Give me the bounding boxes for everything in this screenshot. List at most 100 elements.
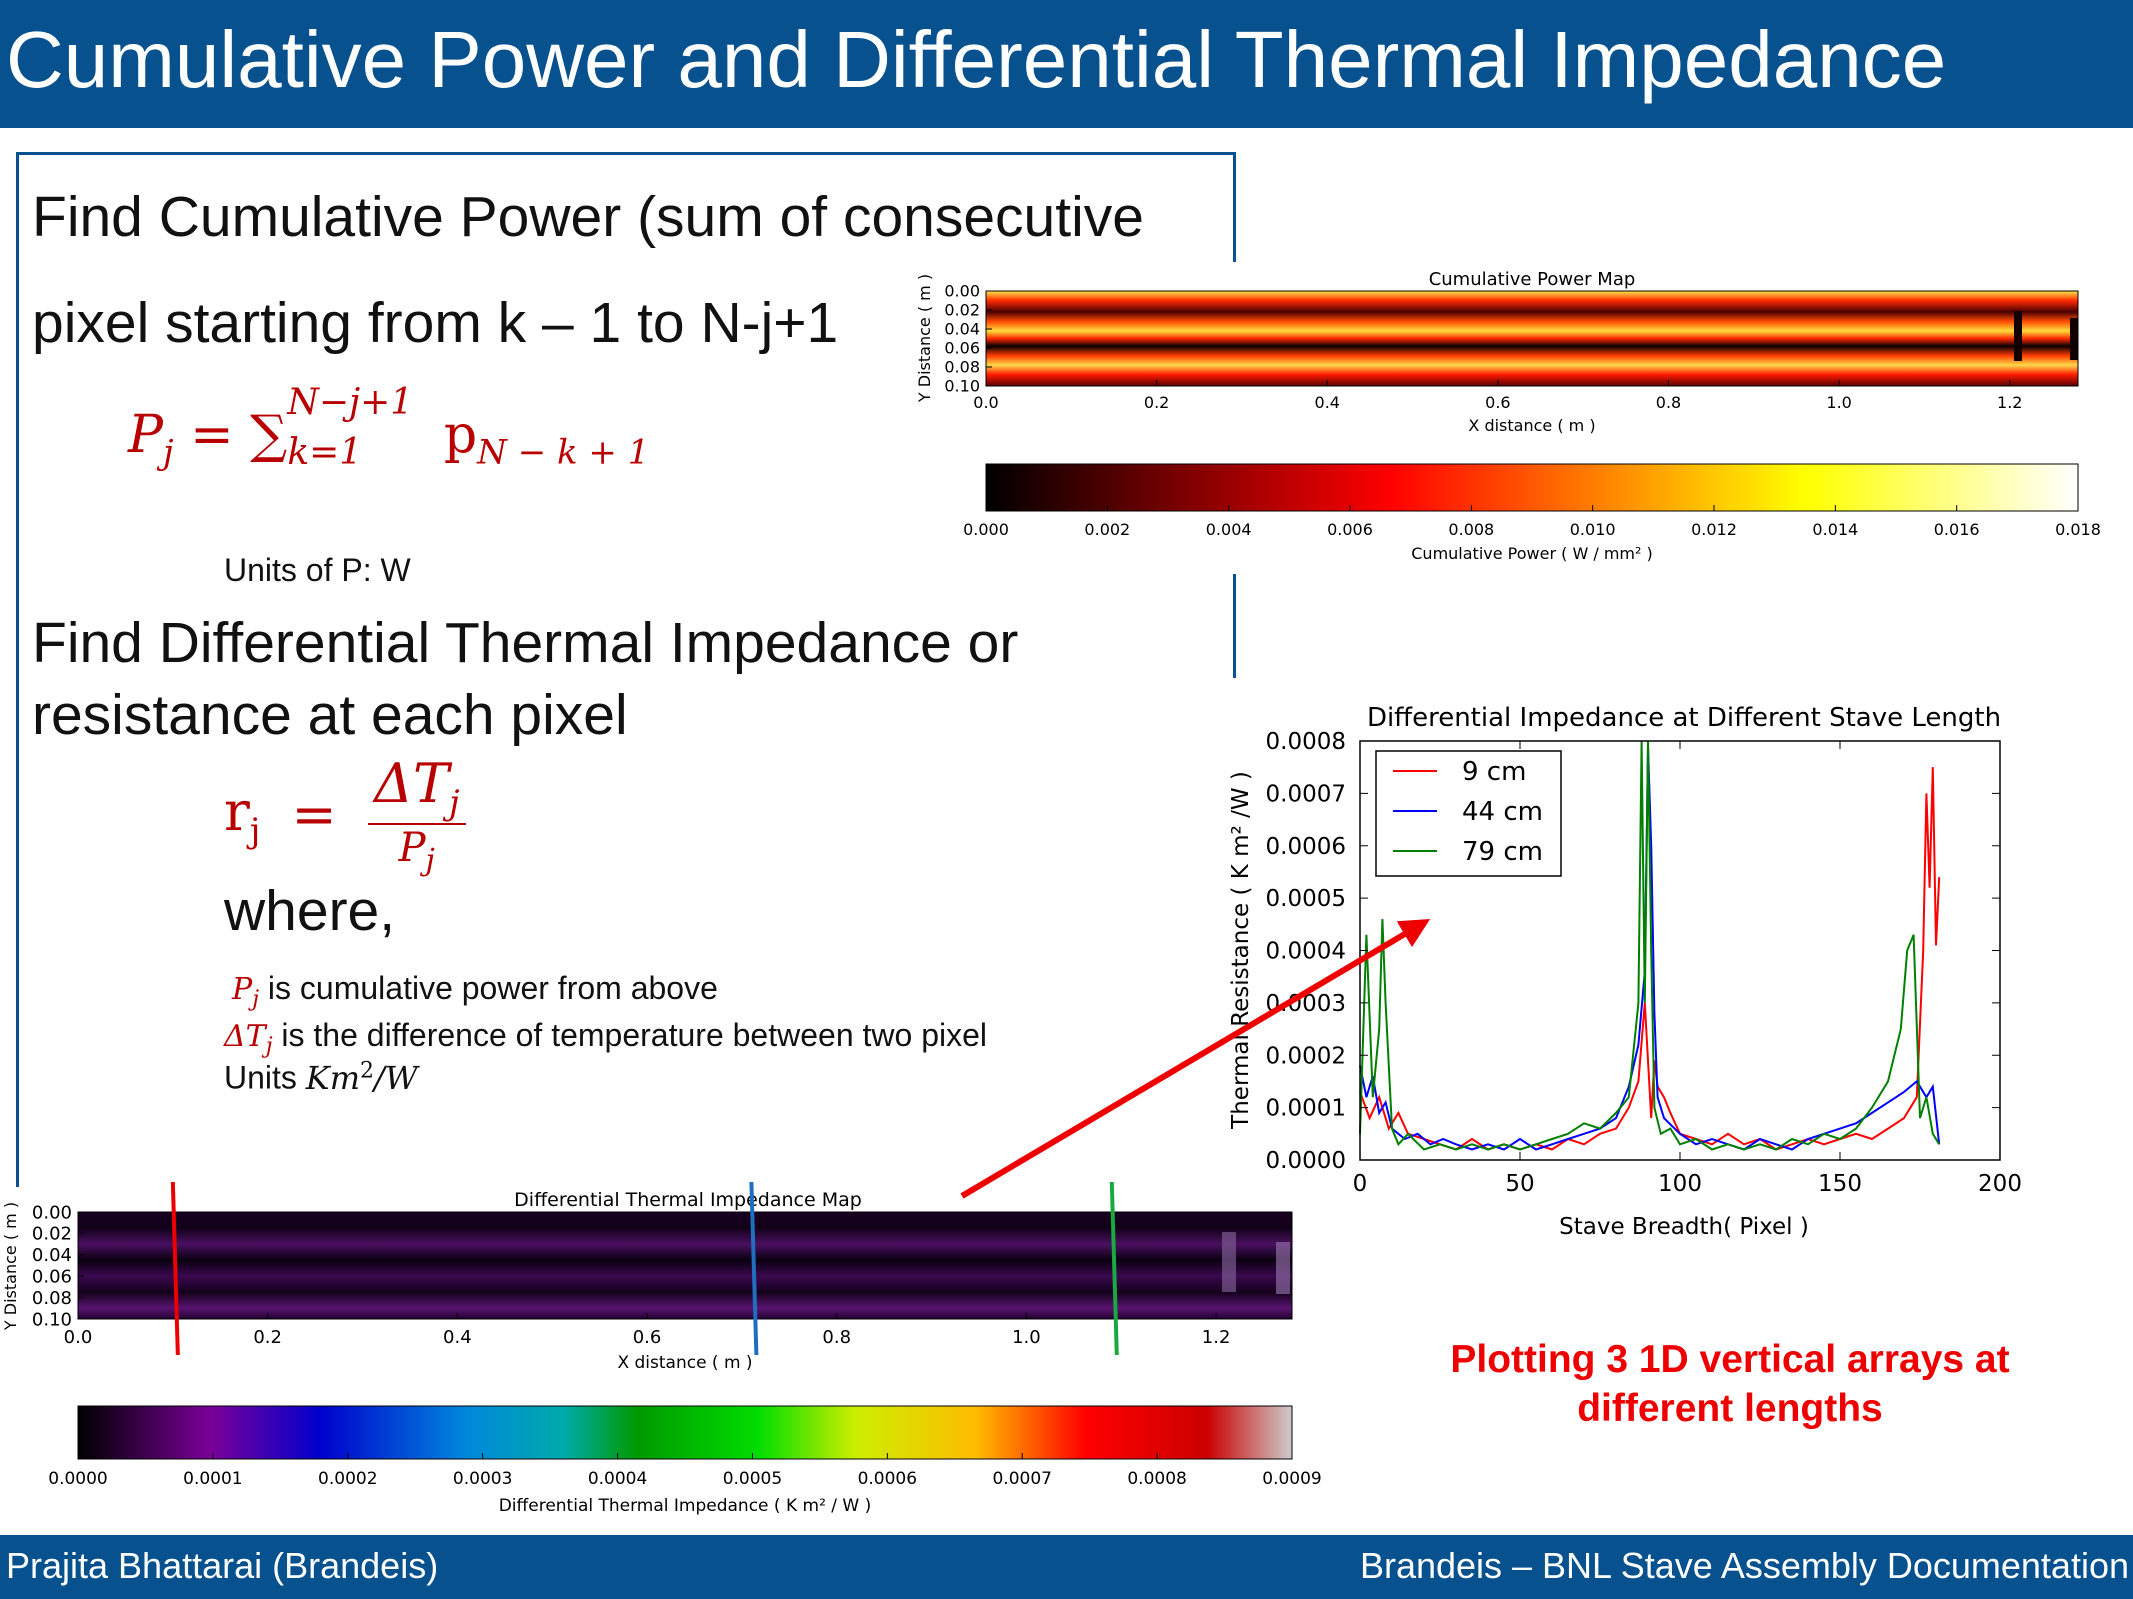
impedance-line-ytick-label: 0.0005 xyxy=(1266,886,1346,912)
cumulative-power-xtick-label: 0.6 xyxy=(1485,393,1510,412)
impedance-map-marker-line-1 xyxy=(170,1181,180,1356)
impedance-map-noise-band-2 xyxy=(1276,1242,1290,1294)
impedance-line-ytick-label: 0.0008 xyxy=(1266,729,1346,755)
impedance-line-legend-label-3: 79 cm xyxy=(1462,837,1543,867)
cumulative-power-cbar-tick-label: 0.016 xyxy=(1934,520,1980,539)
impedance-line-ytick-label: 0.0001 xyxy=(1266,1096,1346,1122)
pointer-arrow xyxy=(960,918,1431,1199)
impedance-map-cbar-tick-label: 0.0005 xyxy=(723,1469,782,1489)
impedance-line-xtick-label: 50 xyxy=(1505,1171,1534,1197)
impedance-map-xlabel: X distance ( m ) xyxy=(617,1353,752,1373)
cumulative-power-cbar-tick-label: 0.012 xyxy=(1691,520,1737,539)
frame-right-line-mid xyxy=(1233,574,1236,678)
pj-description: Pj is cumulative power from above xyxy=(232,970,718,1012)
impedance-map-cbar-tick-label: 0.0008 xyxy=(1127,1469,1186,1489)
cumulative-power-ylabel: Y Distance ( m ) xyxy=(915,274,934,403)
cumulative-power-title: Cumulative Power Map xyxy=(1429,269,1636,290)
impedance-map-xtick-label: 1.2 xyxy=(1202,1327,1231,1348)
impedance-line-ylabel: Thermal Resistance ( K m² /W ) xyxy=(1228,771,1254,1130)
cumulative-power-ytick-label: 0.06 xyxy=(944,339,980,358)
cumulative-power-ytick-label: 0.02 xyxy=(944,301,980,320)
impedance-map-cbar-tick-label: 0.0009 xyxy=(1262,1469,1321,1489)
impedance-map-xtick-label: 0.6 xyxy=(633,1327,662,1348)
cumulative-power-ytick-label: 0.08 xyxy=(944,358,980,377)
impedance-line-xtick-label: 200 xyxy=(1978,1171,2022,1197)
cumulative-power-heatmap xyxy=(986,291,2078,386)
impedance-map-ytick-label: 0.00 xyxy=(32,1202,72,1223)
cumulative-power-dark-band-1 xyxy=(2014,311,2022,361)
impedance-map-ytick-label: 0.10 xyxy=(32,1309,72,1330)
impedance-map-marker-line-3 xyxy=(1109,1181,1119,1356)
cumulative-power-xtick-label: 1.2 xyxy=(1997,393,2022,412)
impedance-map-noise-band-1 xyxy=(1222,1232,1236,1292)
impedance-map-cbar-tick-label: 0.0000 xyxy=(48,1469,107,1489)
cumulative-power-xtick-label: 1.0 xyxy=(1826,393,1851,412)
differential-line1: Find Differential Thermal Impedance or xyxy=(32,611,1019,675)
impedance-map-heatmap xyxy=(78,1212,1292,1319)
dt-description: ΔTj is the difference of temperature bet… xyxy=(224,1017,987,1059)
plotting-note: Plotting 3 1D vertical arrays at differe… xyxy=(1450,1338,2010,1430)
cumulative-power-ytick-label: 0.00 xyxy=(944,282,980,301)
cumulative-power-xtick-label: 0.2 xyxy=(1144,393,1169,412)
impedance-map-xtick-label: 0.0 xyxy=(64,1327,93,1348)
impedance-map-ylabel: Y Distance ( m ) xyxy=(1,1202,20,1331)
impedance-map-title: Differential Thermal Impedance Map xyxy=(514,1189,862,1211)
impedance-line-ytick-label: 0.0002 xyxy=(1266,1043,1346,1069)
cumulative-power-frame xyxy=(985,290,2079,387)
impedance-map-cbar-tick-label: 0.0003 xyxy=(453,1469,512,1489)
footer-bar xyxy=(0,1535,2133,1599)
cumulative-power-ytick-label: 0.10 xyxy=(944,377,980,396)
cumulative-power-xtick-label: 0.0 xyxy=(973,393,998,412)
cumulative-power-cbar-tick-label: 0.014 xyxy=(1812,520,1858,539)
impedance-line-chart: Differential Impedance at Different Stav… xyxy=(1228,703,2022,1240)
impedance-map-colorbar xyxy=(77,1405,1293,1460)
impedance-map-xtick-label: 0.8 xyxy=(822,1327,851,1348)
frame-top-line xyxy=(16,152,1236,155)
footer-project: Brandeis – BNL Stave Assembly Documentat… xyxy=(1359,1545,2129,1586)
impedance-line-legend-label-2: 44 cm xyxy=(1462,797,1543,827)
impedance-formula: rj = ΔTj Pj xyxy=(224,752,466,878)
impedance-map-ytick-label: 0.02 xyxy=(32,1224,72,1245)
impedance-line-xtick-label: 0 xyxy=(1353,1171,1368,1197)
impedance-line-ytick-label: 0.0004 xyxy=(1266,939,1346,965)
impedance-line-title: Differential Impedance at Different Stav… xyxy=(1367,703,2001,733)
impedance-map-xtick-label: 0.4 xyxy=(443,1327,472,1348)
impedance-line-ytick-label: 0.0007 xyxy=(1266,781,1346,807)
impedance-line-legend-label-1: 9 cm xyxy=(1462,757,1526,787)
frame-right-line-top xyxy=(1233,152,1236,262)
cumulative-power-formula: Pj = ∑ N−j+1 k=1 pN − k + 1 xyxy=(128,382,650,473)
impedance-map-frame xyxy=(77,1211,1293,1320)
footer-author: Prajita Bhattarai (Brandeis) xyxy=(6,1545,439,1586)
cumulative-power-cbar-tick-label: 0.002 xyxy=(1084,520,1130,539)
impedance-map-ytick-label: 0.06 xyxy=(32,1267,72,1288)
units-r: Units Km2/W xyxy=(224,1058,418,1097)
impedance-map-cbar-tick-label: 0.0002 xyxy=(318,1469,377,1489)
impedance-map-ytick-label: 0.08 xyxy=(32,1288,72,1309)
impedance-line-xtick-label: 150 xyxy=(1818,1171,1862,1197)
impedance-line-ytick-label: 0.0006 xyxy=(1266,834,1346,860)
differential-line2: resistance at each pixel xyxy=(32,683,628,747)
cumulative-power-cbar-tick-label: 0.004 xyxy=(1206,520,1252,539)
impedance-map-cbar-tick-label: 0.0004 xyxy=(588,1469,647,1489)
cumulative-power-colorbar xyxy=(985,463,2079,512)
cumulative-power-cbar-tick-label: 0.018 xyxy=(2055,520,2101,539)
impedance-line-series-3 xyxy=(1359,740,1941,1151)
cumulative-power-cbar-tick-label: 0.000 xyxy=(963,520,1009,539)
where-label: where, xyxy=(224,879,396,943)
impedance-map-ytick-label: 0.04 xyxy=(32,1245,72,1266)
impedance-line-xtick-label: 100 xyxy=(1658,1171,1702,1197)
impedance-map-cbar-tick-label: 0.0006 xyxy=(858,1469,917,1489)
impedance-map-xtick-label: 1.0 xyxy=(1012,1327,1041,1348)
impedance-map-colorbar-label: Differential Thermal Impedance ( K m² / … xyxy=(499,1496,872,1516)
frame-left-line xyxy=(16,152,19,1187)
cumulative-power-dark-band-2 xyxy=(2070,318,2078,360)
cumulative-power-cbar-tick-label: 0.006 xyxy=(1327,520,1373,539)
impedance-line-ytick-label: 0.0000 xyxy=(1266,1148,1346,1174)
cumulative-power-line2: pixel starting from k – 1 to N-j+1 xyxy=(32,291,839,355)
impedance-map-cbar-tick-label: 0.0007 xyxy=(992,1469,1051,1489)
cumulative-power-xtick-label: 0.8 xyxy=(1656,393,1681,412)
cumulative-power-ytick-label: 0.04 xyxy=(944,320,980,339)
impedance-map-marker-line-2 xyxy=(749,1181,759,1356)
units-of-p: Units of P: W xyxy=(224,552,411,588)
